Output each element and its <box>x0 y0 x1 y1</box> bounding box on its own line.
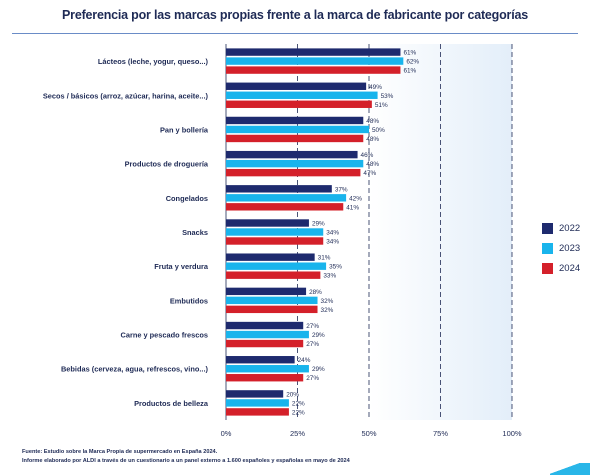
data-label: 46% <box>361 152 374 159</box>
legend-item: 2024 <box>542 258 580 278</box>
bar <box>226 185 332 193</box>
corner-accent <box>550 463 590 475</box>
data-label: 61% <box>403 68 416 75</box>
bar <box>226 305 318 314</box>
category-label: Bebidas (cerveza, agua, refrescos, vino.… <box>61 365 209 374</box>
bar <box>226 365 309 373</box>
bar <box>226 100 372 108</box>
data-label: 31% <box>318 255 331 262</box>
data-label: 32% <box>321 307 334 314</box>
data-label: 53% <box>381 93 394 100</box>
category-label: Secos / básicos (arroz, azúcar, harina, … <box>43 91 209 100</box>
x-tick-label: 100% <box>502 429 522 438</box>
bar <box>226 237 324 245</box>
data-label: 22% <box>292 409 305 416</box>
category-label: Pan y bollería <box>160 125 209 134</box>
bar <box>226 356 295 364</box>
data-label: 29% <box>312 221 325 228</box>
data-label: 34% <box>326 239 339 246</box>
bar <box>226 82 367 90</box>
bar <box>226 150 358 159</box>
bar <box>226 374 304 382</box>
category-label: Lácteos (leche, yogur, queso...) <box>98 57 209 66</box>
bar <box>226 271 321 279</box>
data-label: 29% <box>312 332 325 339</box>
data-label: 50% <box>372 127 385 134</box>
data-label: 20% <box>286 391 299 398</box>
source-note: Fuente: Estudio sobre la Marca Propia de… <box>22 449 218 455</box>
category-label: Carne y pescado frescos <box>121 331 209 340</box>
data-label: 61% <box>403 50 416 57</box>
bar <box>226 66 401 74</box>
data-label: 47% <box>363 170 376 177</box>
legend-swatch <box>542 242 553 254</box>
x-tick-label: 50% <box>361 429 376 438</box>
bar <box>226 203 344 211</box>
data-label: 49% <box>369 84 382 91</box>
data-label: 28% <box>309 289 322 296</box>
data-label: 27% <box>306 323 319 330</box>
data-label: 51% <box>375 102 388 109</box>
data-label: 27% <box>306 341 319 348</box>
data-label: 32% <box>321 298 334 305</box>
bar <box>226 287 307 296</box>
chart-legend: 2022 2023 2024 <box>542 218 580 278</box>
data-label: 48% <box>366 118 379 125</box>
legend-label: 2022 <box>559 222 581 234</box>
bar <box>226 125 369 134</box>
bar <box>226 399 289 407</box>
legend-swatch <box>542 222 553 234</box>
title-divider <box>12 33 578 34</box>
data-label: 41% <box>346 204 359 211</box>
data-label: 33% <box>323 273 336 280</box>
data-label: 62% <box>406 59 419 66</box>
x-tick-label: 0% <box>221 429 232 438</box>
report-note: Informe elaborado por ALDI a través de u… <box>22 458 350 464</box>
bar <box>226 321 304 330</box>
x-tick-label: 25% <box>290 429 305 438</box>
legend-item: 2022 <box>542 218 580 238</box>
data-label: 29% <box>312 366 325 373</box>
bar <box>226 159 364 168</box>
data-label: 24% <box>298 357 311 364</box>
bar <box>226 296 318 305</box>
data-label: 35% <box>329 264 342 271</box>
data-label: 48% <box>366 136 379 143</box>
data-label: 22% <box>292 400 305 407</box>
data-label: 48% <box>366 161 379 168</box>
bar <box>226 116 364 125</box>
bar <box>226 390 284 398</box>
bar <box>226 339 304 348</box>
category-label: Congelados <box>166 194 208 203</box>
data-label: 37% <box>335 186 348 193</box>
bar <box>226 330 309 339</box>
data-label: 27% <box>306 375 319 382</box>
legend-label: 2024 <box>559 262 581 274</box>
x-tick-label: 75% <box>433 429 448 438</box>
bar <box>226 134 364 143</box>
bar <box>226 219 309 227</box>
bar <box>226 408 289 416</box>
bar <box>226 228 324 236</box>
category-label: Productos de droguería <box>125 160 209 169</box>
category-label: Snacks <box>182 228 208 237</box>
data-label: 42% <box>349 195 362 202</box>
bar <box>226 57 404 65</box>
bar <box>226 48 401 56</box>
legend-swatch <box>542 262 553 274</box>
bar <box>226 91 378 99</box>
category-label: Embutidos <box>170 296 208 305</box>
bar <box>226 194 347 202</box>
category-label: Productos de belleza <box>134 399 209 408</box>
bar <box>226 262 327 270</box>
data-label: 34% <box>326 230 339 237</box>
bar <box>226 168 361 177</box>
legend-item: 2023 <box>542 238 580 258</box>
bar-chart: 0% 25% 50% 75% 100% Lácteos (leche, yogur, qu… <box>43 44 522 438</box>
category-label: Fruta y verdura <box>154 262 209 271</box>
legend-label: 2023 <box>559 242 581 254</box>
bar <box>226 253 315 261</box>
chart-title: Preferencia por las marcas propias frent… <box>62 8 528 22</box>
